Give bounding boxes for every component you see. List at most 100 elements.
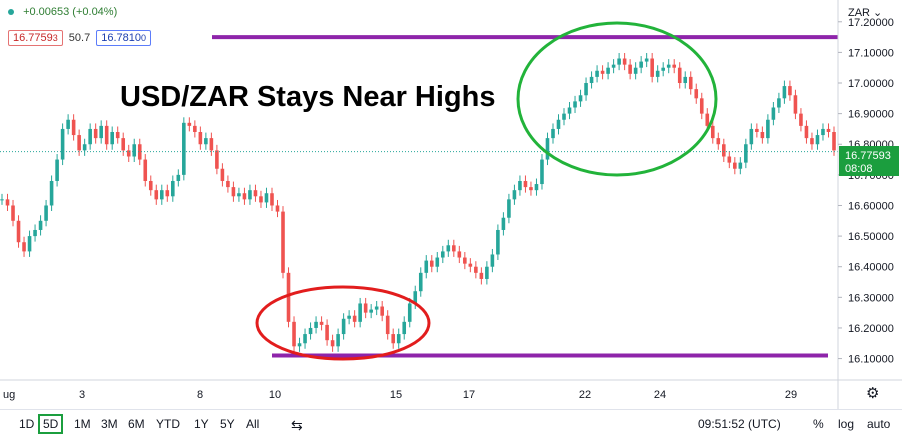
candle-body [716,138,721,145]
ask-price: 16.7810 [101,32,141,44]
candle-body [5,199,10,206]
candle-body [694,89,699,99]
candle-body [143,159,148,181]
range-5y[interactable]: 5Y [220,417,235,431]
candle-body [727,156,732,163]
y-tick-label: 16.50000 [848,231,894,243]
candle-body [821,128,825,136]
candle-body [567,107,572,114]
currency-symbol[interactable]: ZAR ⌄ [848,7,882,19]
ask-small-digit: 0 [140,33,146,43]
range-1m[interactable]: 1M [74,417,91,431]
candle-body [171,180,175,197]
candle-body [529,187,533,191]
range-1y[interactable]: 1Y [194,417,209,431]
candle-body [187,122,192,126]
range-5d[interactable]: 5D [38,414,64,434]
auto-toggle[interactable]: auto [867,417,891,431]
candle-body [474,266,478,273]
candle-body [540,159,544,185]
candle-body [755,128,759,132]
candle-body [33,229,37,237]
candle-body [788,86,792,96]
candle-body [523,180,528,188]
candle-body [22,242,26,252]
compare-date-icon[interactable]: ⇆ [291,417,303,433]
candle-body [237,193,241,197]
candle-body [71,119,76,136]
candle-body [418,272,423,292]
bid-box[interactable]: 16.77593 [8,30,63,46]
candle-body [396,334,401,344]
candle-body [391,334,396,344]
candle-body [606,67,610,74]
range-6m[interactable]: 6M [128,417,145,431]
candle-body [88,128,92,145]
candle-body [744,144,748,163]
candle-body [545,138,550,160]
candle-body [215,150,219,169]
candle-body [793,95,798,114]
chart-title: USD/ZAR Stays Near Highs [120,81,496,113]
candle-body [358,303,362,322]
candle-body [826,128,831,132]
candle-body [231,187,236,197]
candle-body [584,83,588,96]
ask-box[interactable]: 16.78100 [96,30,151,46]
candle-body [749,128,754,145]
red-ellipse-annotation[interactable] [255,285,431,361]
y-tick-label: 17.20000 [848,17,894,29]
range-3m[interactable]: 3M [101,417,118,431]
candle-body [275,205,280,212]
candle-body [66,119,70,129]
x-tick-label: ug [3,389,15,401]
candle-body [810,138,814,145]
candle-body [457,251,462,258]
candle-body [253,190,258,197]
candle-body [446,245,451,252]
settings-gear-icon[interactable]: ⚙ [866,385,880,402]
candle-body [633,67,638,74]
candle-body [165,190,170,197]
y-tick-label: 16.20000 [848,323,894,335]
candle-body [777,98,781,108]
candle-body [193,125,197,132]
y-tick-label: 16.90000 [848,109,894,121]
candle-body [248,190,252,200]
candle-body [501,217,506,230]
candle-body [110,132,114,145]
candle-body [468,263,473,267]
candle-body [126,150,131,157]
candle-body [452,245,456,252]
candle-body [121,138,126,151]
candle-body [308,327,313,335]
candle-body [336,334,340,347]
candle-body [374,306,379,310]
candle-body [595,70,599,77]
candle-body [303,334,307,344]
candle-body [699,98,704,114]
range-ytd[interactable]: YTD [156,417,180,431]
y-tick-label: 17.10000 [848,47,894,59]
candle-body [440,251,445,258]
range-all[interactable]: All [246,417,260,431]
price-chart[interactable]: 17.2000017.1000017.0000016.9000016.80000… [0,0,902,409]
candle-body [44,205,48,221]
candle-body [738,162,743,169]
green-ellipse-annotation[interactable] [516,21,718,177]
y-tick-label: 16.30000 [848,292,894,304]
candle-body [297,343,302,347]
x-tick-label: 22 [579,389,591,401]
bottom-toolbar: 1D 5D 1M 3M 6M YTD 1Y 5Y All ⇆ 09:51:52 … [0,409,902,440]
candle-body [319,321,324,325]
countdown-label: 08:08 [845,163,873,175]
candle-body [815,135,820,145]
log-toggle[interactable]: log [838,417,855,431]
candle-body [115,132,120,139]
last-price-label: 16.77593 [845,150,891,162]
candle-body [154,190,159,200]
candle-body [677,67,682,84]
candle-body [286,272,291,322]
range-1d[interactable]: 1D [19,417,35,431]
percent-toggle[interactable]: % [813,417,824,431]
